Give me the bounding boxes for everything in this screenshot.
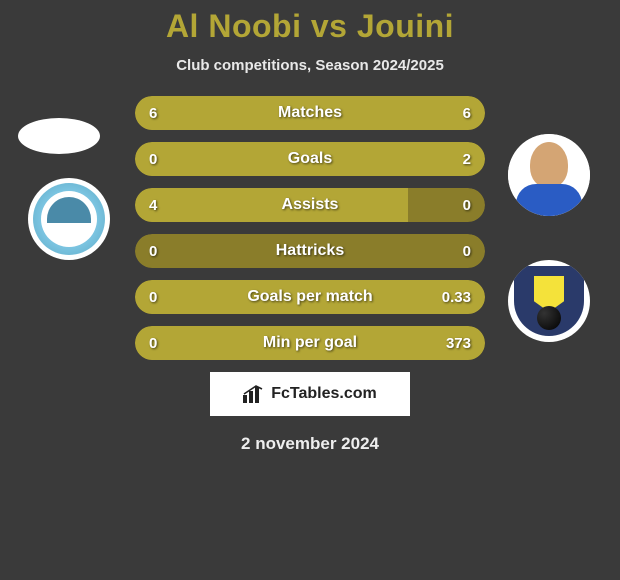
stat-value-right: 0 [463,188,471,222]
stat-value-right: 6 [463,96,471,130]
title-sep: vs [301,8,356,44]
stat-row: 0Hattricks0 [135,234,485,268]
stat-value-right: 373 [446,326,471,360]
player-face-icon [508,134,590,216]
stats-bars: 6Matches60Goals24Assists00Hattricks00Goa… [135,96,485,360]
stat-label: Goals [135,142,485,176]
stat-label: Matches [135,96,485,130]
page-title: Al Noobi vs Jouini [0,8,620,45]
player1-name: Al Noobi [166,8,302,44]
brand-chart-icon [243,385,265,403]
player2-name: Jouini [357,8,454,44]
club-logo-icon [514,266,584,336]
player1-club-logo [28,178,110,260]
stat-row: 0Goals per match0.33 [135,280,485,314]
stat-label: Assists [135,188,485,222]
stat-row: 0Min per goal373 [135,326,485,360]
stat-row: 4Assists0 [135,188,485,222]
player2-club-logo [508,260,590,342]
brand-text: FcTables.com [271,385,377,403]
player2-avatar [508,134,590,216]
stat-label: Hattricks [135,234,485,268]
player1-avatar [18,118,100,154]
stat-row: 0Goals2 [135,142,485,176]
stat-value-right: 2 [463,142,471,176]
stat-label: Min per goal [135,326,485,360]
subtitle: Club competitions, Season 2024/2025 [0,57,620,74]
brand-badge: FcTables.com [210,372,410,416]
stat-row: 6Matches6 [135,96,485,130]
date-text: 2 november 2024 [0,434,620,454]
stat-value-right: 0 [463,234,471,268]
stat-value-right: 0.33 [442,280,471,314]
stat-label: Goals per match [135,280,485,314]
club-logo-icon [33,183,105,255]
